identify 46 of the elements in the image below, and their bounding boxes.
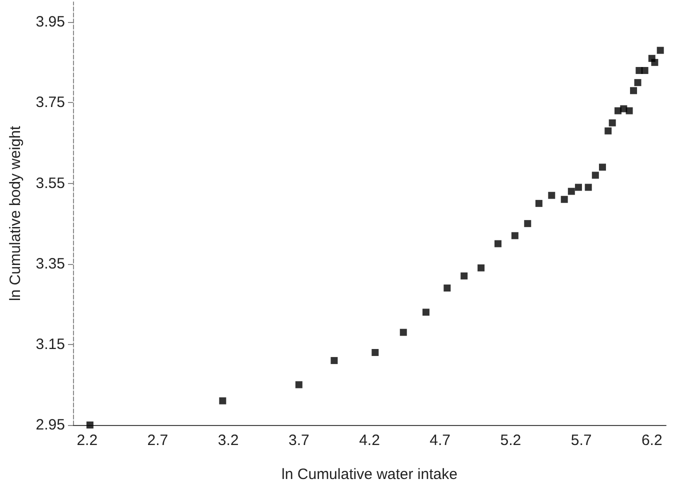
y-axis-title: ln Cumulative body weight — [7, 125, 24, 302]
point — [444, 284, 451, 292]
y-tick-label: 3.95 — [36, 14, 65, 31]
point — [400, 328, 407, 336]
point — [560, 196, 568, 203]
point — [634, 79, 642, 86]
x-tick-label: 4.2 — [359, 432, 380, 449]
point — [535, 200, 542, 207]
point — [86, 422, 94, 428]
point — [295, 381, 302, 388]
x-tick-label: 4.7 — [430, 432, 451, 449]
point — [574, 184, 582, 191]
point — [478, 264, 485, 272]
x-axis-title: ln Cumulative water intake — [282, 466, 458, 483]
y-tick-label: 3.35 — [36, 255, 65, 272]
point — [524, 220, 532, 228]
point — [641, 66, 648, 74]
point — [494, 240, 502, 248]
x-tick-label: 2.7 — [147, 432, 168, 449]
point — [219, 397, 226, 404]
point — [422, 308, 430, 316]
x-tick-label: 5.7 — [570, 432, 592, 449]
point — [630, 87, 638, 94]
point — [592, 172, 599, 179]
point — [604, 127, 612, 134]
point — [548, 192, 556, 199]
y-tick-label: 3.75 — [36, 94, 65, 112]
x-tick-label: 2.2 — [76, 432, 98, 449]
point — [598, 164, 606, 171]
x-tick-label: 3.2 — [218, 432, 239, 449]
point — [626, 107, 633, 114]
y-tick-label: 2.95 — [36, 416, 65, 434]
point — [511, 232, 518, 240]
point — [656, 46, 664, 54]
point — [372, 348, 379, 356]
point — [608, 119, 616, 126]
x-tick-label: 5.2 — [500, 432, 522, 449]
point — [584, 184, 592, 191]
x-tick-label: 6.2 — [641, 432, 662, 449]
point — [651, 58, 658, 66]
y-tick-label: 3.55 — [36, 174, 65, 192]
point — [568, 188, 575, 195]
point — [330, 357, 338, 364]
x-tick-label: 3.7 — [288, 432, 310, 449]
y-tick-label: 3.15 — [36, 336, 65, 353]
point — [460, 272, 468, 280]
